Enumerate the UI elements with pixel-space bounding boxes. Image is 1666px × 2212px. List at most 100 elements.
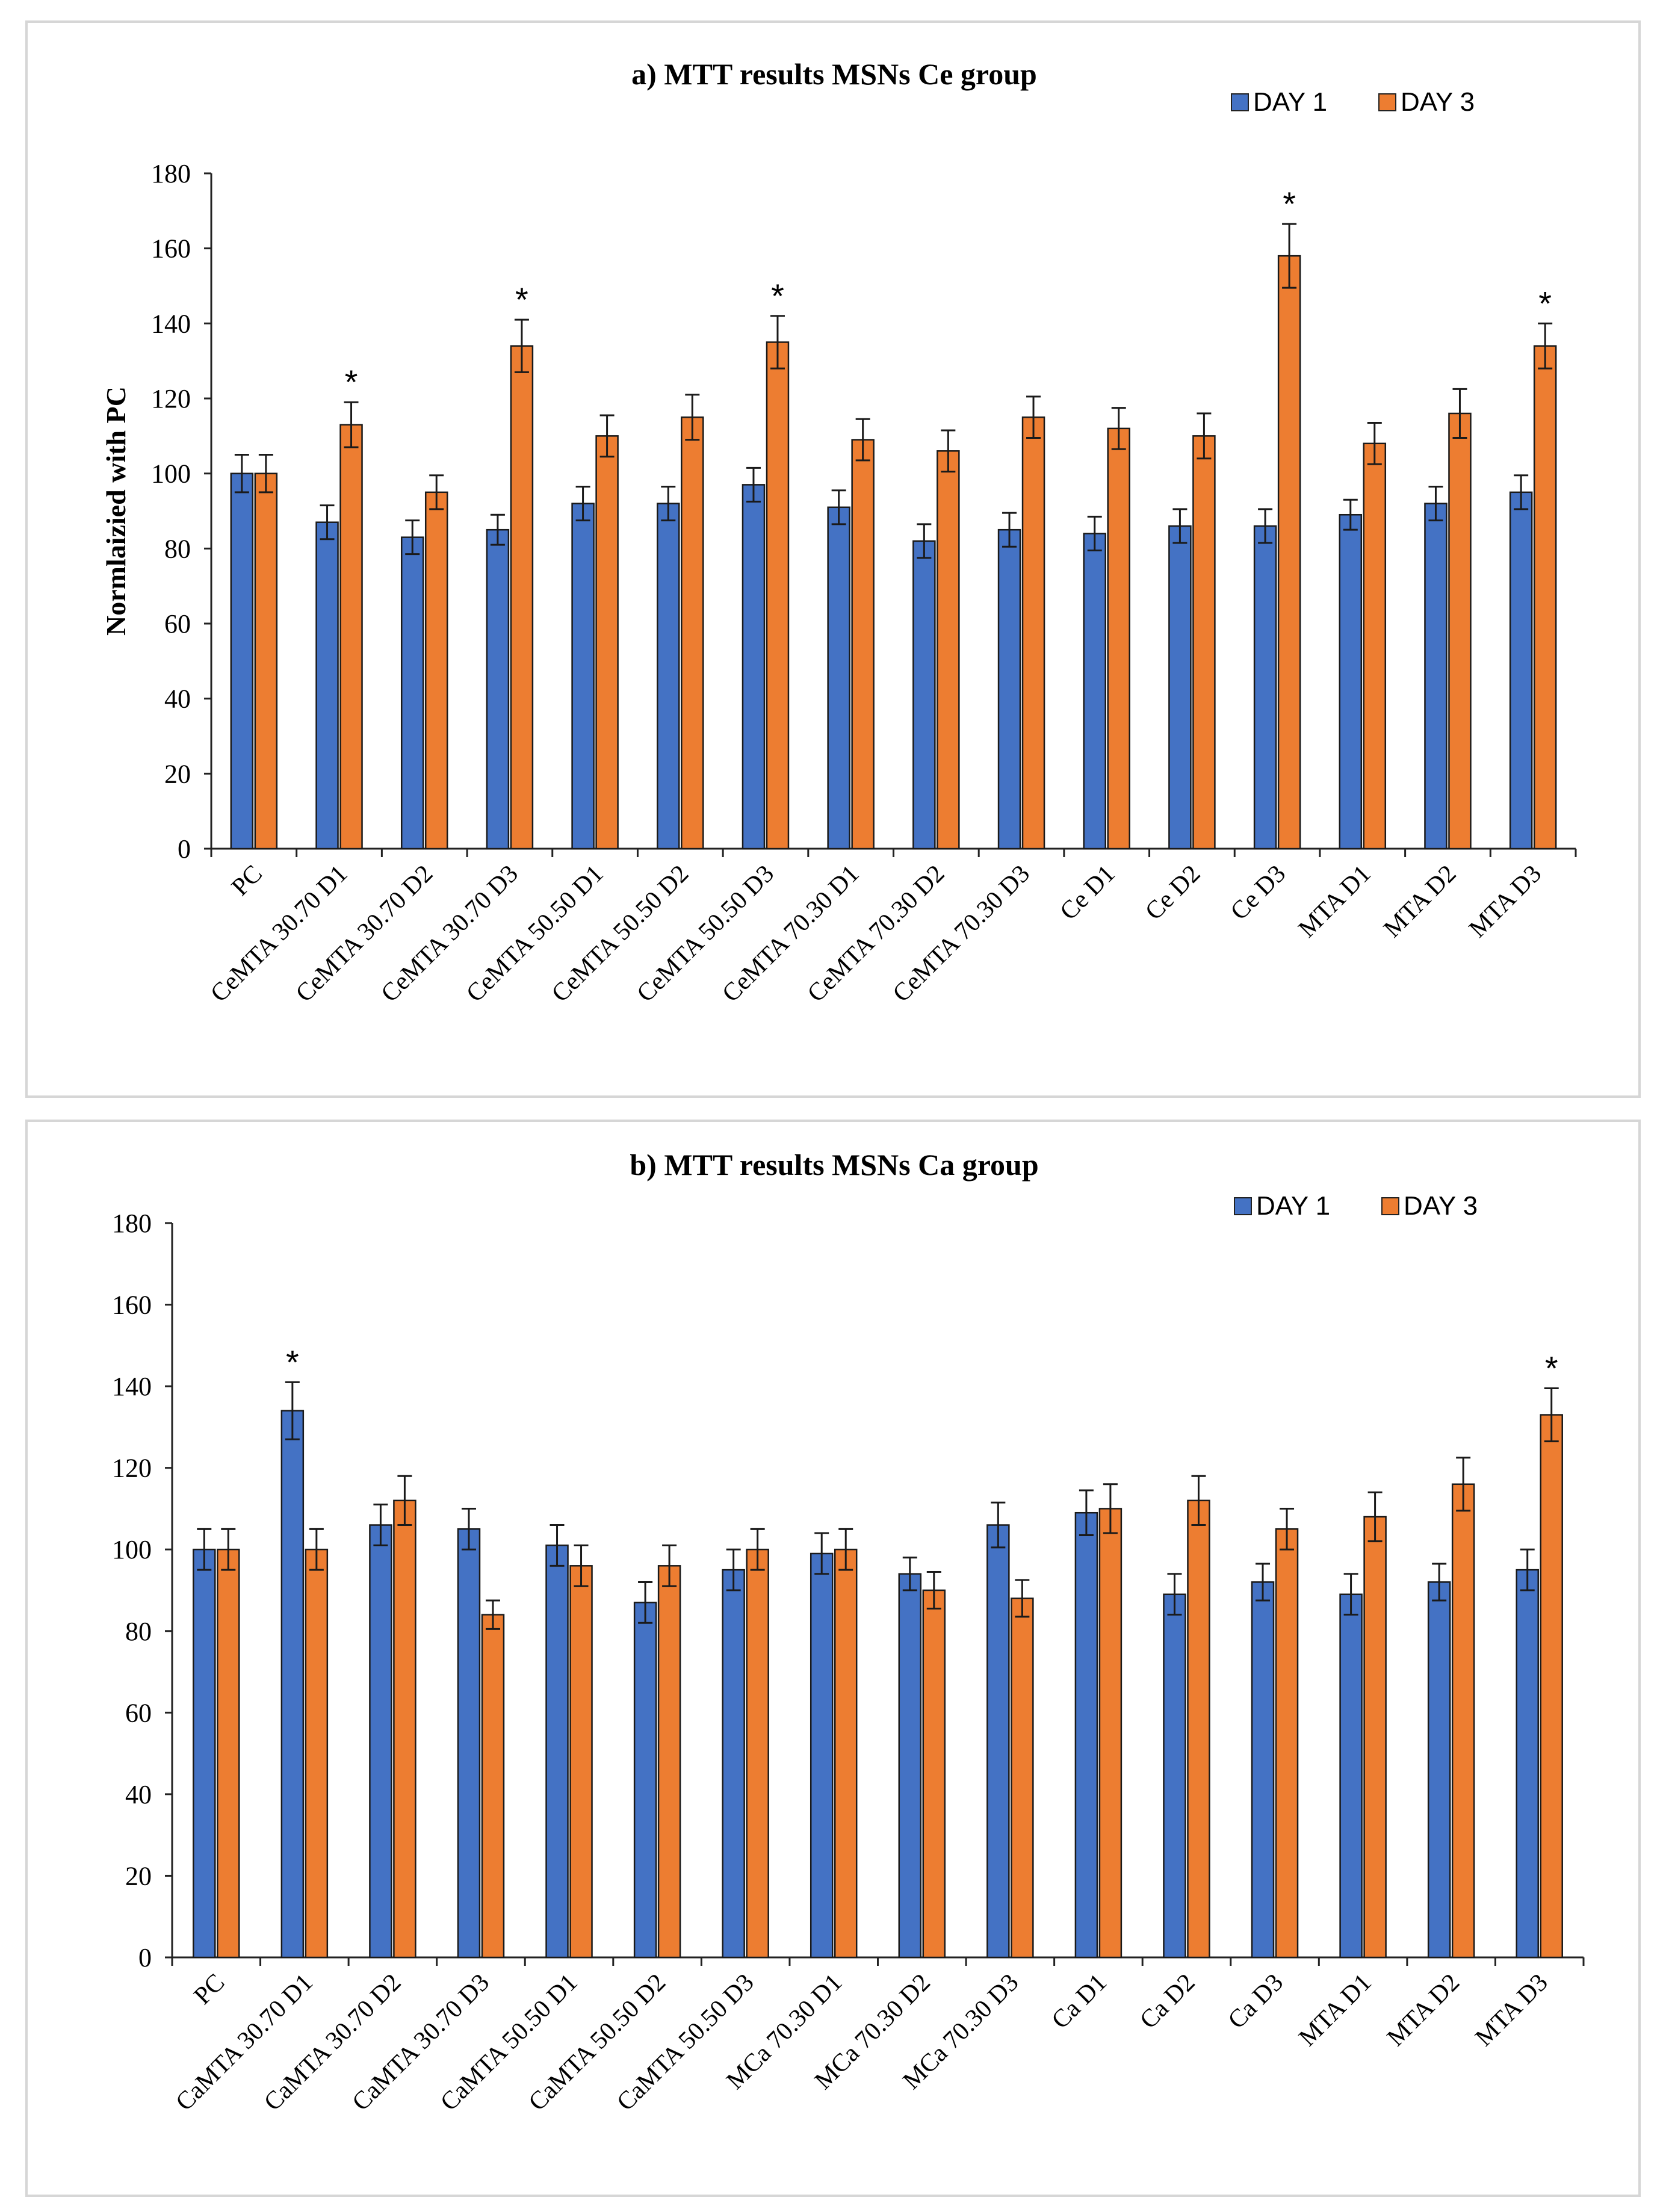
chart-b-bar-day3 bbox=[1540, 1414, 1563, 1959]
chart-a-category-label: MTA D2 bbox=[1378, 860, 1461, 943]
chart-a-bar-day3 bbox=[1192, 435, 1216, 850]
chart-a-bar-day1 bbox=[1424, 503, 1448, 850]
chart-a-significance-marker: * bbox=[771, 277, 784, 315]
chart-a-y-tick-label: 20 bbox=[164, 759, 191, 788]
chart-a-bar-day3 bbox=[1107, 427, 1130, 850]
chart-b-bar-day3 bbox=[922, 1589, 946, 1959]
chart-b-bar-day3 bbox=[569, 1565, 593, 1959]
chart-a-bar-day3 bbox=[1277, 255, 1301, 850]
chart-a-y-tick-label: 80 bbox=[164, 534, 191, 563]
chart-a-y-tick-label: 100 bbox=[151, 459, 191, 489]
chart-b-bar-day1 bbox=[280, 1410, 305, 1959]
chart-a-bar-day1 bbox=[657, 503, 680, 850]
chart-a-bar-day3 bbox=[1363, 442, 1387, 850]
chart-b-bar-day1 bbox=[545, 1544, 569, 1959]
chart-a-svg: a) MTT results MSNs Ce group DAY 1 DAY 3 0 2… bbox=[101, 57, 1577, 1008]
chart-a-category-label: Ce D1 bbox=[1055, 860, 1121, 926]
chart-b-category-label: Ca D3 bbox=[1223, 1969, 1289, 2034]
chart-b-bar-day3 bbox=[393, 1499, 416, 1959]
chart-b-bar-day3 bbox=[834, 1548, 858, 1959]
chart-a-bar-day1 bbox=[1083, 533, 1106, 850]
chart-b-bar-day1 bbox=[1339, 1593, 1363, 1959]
chart-a-legend-swatch-1 bbox=[1231, 93, 1249, 111]
chart-a-title: a) MTT results MSNs Ce group bbox=[631, 57, 1037, 91]
chart-b-significance-marker: * bbox=[286, 1343, 299, 1381]
chart-a-bar-day3 bbox=[766, 341, 790, 850]
chart-b-category-label: Ca D1 bbox=[1047, 1969, 1112, 2034]
chart-a-bar-day1 bbox=[1168, 525, 1192, 850]
chart-a-bar-day3 bbox=[510, 345, 534, 850]
chart-b-bar-day1 bbox=[898, 1573, 922, 1959]
chart-a-y-tick-label: 0 bbox=[178, 834, 191, 864]
chart-b-bar-day3 bbox=[305, 1548, 329, 1959]
chart-a-legend-label-2: DAY 3 bbox=[1401, 87, 1475, 117]
chart-panel-b: b) MTT results MSNs Ca group DAY 1 DAY 3 0 2… bbox=[25, 1120, 1641, 2197]
chart-panel-a: a) MTT results MSNs Ce group DAY 1 DAY 3 0 2… bbox=[25, 20, 1641, 1098]
chart-b-y-tick-label: 120 bbox=[112, 1454, 152, 1483]
chart-b-y-tick-label: 20 bbox=[125, 1861, 152, 1891]
chart-a-bar-day3 bbox=[254, 472, 278, 850]
chart-b-y-tick-label: 160 bbox=[112, 1290, 152, 1320]
chart-b-title: b) MTT results MSNs Ca group bbox=[630, 1148, 1038, 1182]
chart-b-category-label: PC bbox=[188, 1969, 230, 2010]
chart-b-y-tick-label: 140 bbox=[112, 1372, 152, 1401]
chart-a-y-tick-label: 180 bbox=[151, 159, 191, 188]
chart-b-svg: b) MTT results MSNs Ca group DAY 1 DAY 3 0 2… bbox=[112, 1148, 1585, 2116]
chart-b-bar-day1 bbox=[1163, 1593, 1186, 1959]
chart-b-y-tick-label: 80 bbox=[125, 1617, 152, 1646]
chart-a-legend-swatch-2 bbox=[1378, 93, 1396, 111]
chart-b-bar-day1 bbox=[457, 1528, 481, 1959]
chart-a-bar-day3 bbox=[424, 491, 448, 850]
chart-b-category-label: MTA D1 bbox=[1293, 1969, 1376, 2052]
chart-a-bar-day1 bbox=[827, 506, 850, 850]
chart-b-bar-day1 bbox=[193, 1548, 216, 1959]
chart-a-significance-marker: * bbox=[515, 280, 528, 318]
chart-b-bar-day3 bbox=[217, 1548, 240, 1959]
chart-b-bar-day1 bbox=[986, 1524, 1010, 1959]
chart-a-category-label: Ce D2 bbox=[1140, 860, 1206, 926]
chart-b-bar-day1 bbox=[1251, 1581, 1275, 1959]
chart-a-legend-label-1: DAY 1 bbox=[1253, 87, 1327, 117]
chart-b-y-tick-label: 180 bbox=[112, 1209, 152, 1238]
chart-a-bar-day3 bbox=[681, 416, 704, 850]
chart-a-bar-day3 bbox=[1533, 345, 1557, 850]
chart-b-y-tick-label: 100 bbox=[112, 1535, 152, 1564]
chart-b-bar-day1 bbox=[1074, 1511, 1098, 1959]
chart-b-category-label: Ca D2 bbox=[1135, 1969, 1200, 2034]
chart-b-bar-day1 bbox=[633, 1602, 657, 1959]
chart-b-bar-day1 bbox=[369, 1524, 392, 1959]
chart-b-legend-swatch-1 bbox=[1234, 1197, 1252, 1215]
chart-a-category-label: PC bbox=[226, 860, 268, 902]
chart-a-bar-day3 bbox=[339, 424, 363, 850]
chart-a-bar-day1 bbox=[400, 536, 424, 850]
chart-a-bar-day3 bbox=[1021, 416, 1045, 850]
chart-a-significance-marker: * bbox=[345, 363, 358, 401]
chart-a-significance-marker: * bbox=[1283, 185, 1296, 223]
chart-b-bar-day3 bbox=[1451, 1483, 1475, 1959]
chart-a-category-label: MTA D3 bbox=[1464, 860, 1547, 943]
chart-b-bar-day1 bbox=[810, 1552, 834, 1959]
chart-b-legend-label-1: DAY 1 bbox=[1256, 1191, 1330, 1221]
chart-b-bar-day3 bbox=[657, 1565, 681, 1959]
chart-b-significance-marker: * bbox=[1545, 1349, 1558, 1387]
chart-a-bar-day1 bbox=[571, 503, 595, 850]
chart-b-bar-day3 bbox=[1098, 1508, 1123, 1959]
chart-b-legend-label-2: DAY 3 bbox=[1404, 1191, 1478, 1221]
chart-b-bar-day1 bbox=[722, 1569, 745, 1959]
chart-b-y-tick-label: 0 bbox=[138, 1943, 152, 1972]
chart-a-bar-day1 bbox=[1339, 513, 1363, 850]
chart-b-category-label: MTA D2 bbox=[1382, 1969, 1465, 2052]
chart-b-bar-day1 bbox=[1516, 1569, 1539, 1959]
chart-a-bar-day3 bbox=[937, 450, 960, 850]
chart-b-bar-day3 bbox=[1011, 1597, 1034, 1959]
chart-b-bar-day3 bbox=[481, 1614, 505, 1959]
chart-b-y-tick-label: 40 bbox=[125, 1780, 152, 1809]
chart-b-category-label: MTA D3 bbox=[1470, 1969, 1553, 2052]
chart-a-bar-day1 bbox=[1253, 525, 1277, 850]
chart-a-y-tick-label: 160 bbox=[151, 234, 191, 264]
chart-a-bar-day1 bbox=[230, 472, 254, 850]
chart-a-bar-day1 bbox=[912, 540, 936, 850]
chart-a-bar-day1 bbox=[1509, 491, 1533, 850]
chart-a-bar-day3 bbox=[851, 439, 875, 850]
chart-a-bar-day1 bbox=[315, 521, 339, 850]
